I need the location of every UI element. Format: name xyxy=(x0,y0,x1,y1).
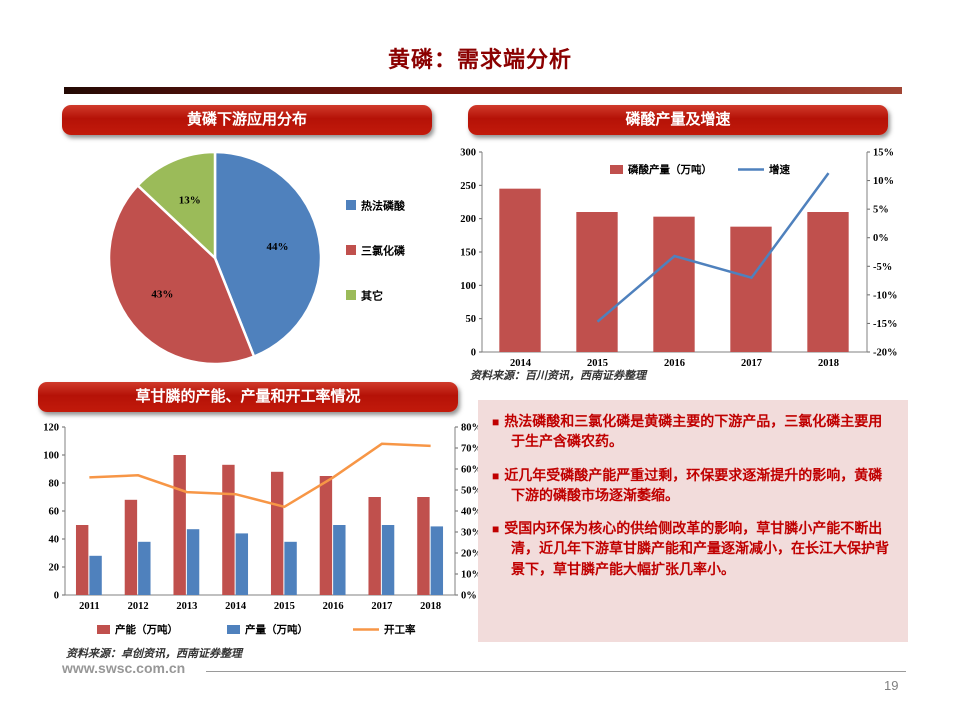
svg-text:-10%: -10% xyxy=(873,290,898,301)
bullet-icon: ■ xyxy=(492,522,500,537)
svg-text:2018: 2018 xyxy=(420,601,441,612)
svg-text:磷酸产量（万吨）: 磷酸产量（万吨） xyxy=(628,163,712,176)
source-note-acid: 资料来源：百川资讯，西南证券整理 xyxy=(470,370,646,382)
svg-text:2013: 2013 xyxy=(176,601,197,612)
svg-text:5%: 5% xyxy=(873,205,889,216)
bullet-icon: ■ xyxy=(492,415,500,429)
svg-text:200: 200 xyxy=(460,214,476,225)
svg-text:40%: 40% xyxy=(461,507,482,518)
note-text: 受国内环保为核心的供给侧改革的影响，草甘膦小产能不断出清，近几年下游草甘膦产能和… xyxy=(504,522,889,578)
svg-text:0%: 0% xyxy=(873,233,889,244)
svg-text:其它: 其它 xyxy=(361,289,383,303)
svg-text:2014: 2014 xyxy=(225,601,247,612)
svg-text:2018: 2018 xyxy=(818,358,839,369)
svg-text:50%: 50% xyxy=(461,486,482,497)
footer-url: www.swsc.com.cn xyxy=(62,660,186,676)
svg-text:2011: 2011 xyxy=(79,601,99,612)
title-divider xyxy=(64,87,902,94)
panel-header-pie: 黄磷下游应用分布 xyxy=(62,105,432,135)
footer-divider xyxy=(206,671,906,672)
source-note-glyphosate: 资料来源：卓创资讯，西南证券整理 xyxy=(66,648,242,660)
svg-text:-5%: -5% xyxy=(873,262,892,273)
page-number: 19 xyxy=(884,678,899,693)
svg-text:50: 50 xyxy=(466,314,477,325)
acid-output-growth-chart: 0 50 100 150 200 250 300 -20% -15% -10% -5% 0% 5% 10%… xyxy=(460,148,898,370)
svg-text:120: 120 xyxy=(43,423,59,434)
svg-text:开工率: 开工率 xyxy=(384,623,416,636)
svg-text:300: 300 xyxy=(460,148,476,159)
panel-header-acid: 磷酸产量及增速 xyxy=(468,105,888,135)
svg-text:2016: 2016 xyxy=(664,358,685,369)
svg-text:-15%: -15% xyxy=(873,319,898,330)
svg-text:44%: 44% xyxy=(266,241,288,253)
svg-text:0: 0 xyxy=(54,591,59,602)
svg-text:15%: 15% xyxy=(873,148,894,159)
svg-text:20: 20 xyxy=(49,563,60,574)
panel-header-pie-label: 黄磷下游应用分布 xyxy=(186,112,307,128)
svg-text:2016: 2016 xyxy=(323,601,344,612)
svg-text:100: 100 xyxy=(43,451,59,462)
analysis-notes-box: ■ 热法磷酸和三氯化磷是黄磷主要的下游产品，三氯化磷主要用于生产含磷农药。 ■ 近几… xyxy=(478,400,908,642)
svg-text:20%: 20% xyxy=(461,549,482,560)
glyphosate-capacity-chart: 0 20 40 60 80 100 120 0% 10% 20% 30% 40% 50% 60% 70% 80… xyxy=(43,423,482,637)
svg-text:150: 150 xyxy=(460,248,476,259)
svg-text:43%: 43% xyxy=(151,289,173,301)
svg-text:100: 100 xyxy=(460,281,476,292)
note-item: ■ 受国内环保为核心的供给侧改革的影响，草甘膦小产能不断出清，近几年下游草甘膦产能… xyxy=(492,520,896,581)
svg-text:2012: 2012 xyxy=(128,601,149,612)
panel-header-glyphosate: 草甘膦的产能、产量和开工率情况 xyxy=(38,382,458,412)
svg-text:三氯化磷: 三氯化磷 xyxy=(361,244,406,258)
svg-text:70%: 70% xyxy=(461,444,482,455)
page-title: 黄磷：需求端分析 xyxy=(387,47,572,72)
svg-text:增速: 增速 xyxy=(769,163,790,176)
svg-text:产能（万吨）: 产能（万吨） xyxy=(115,623,178,636)
svg-text:10%: 10% xyxy=(873,176,894,187)
bullet-icon: ■ xyxy=(492,468,500,483)
note-text: 热法磷酸和三氯化磷是黄磷主要的下游产品，三氯化磷主要用于生产含磷农药。 xyxy=(504,415,883,451)
svg-text:产量（万吨）: 产量（万吨） xyxy=(245,623,308,636)
note-item: ■ 热法磷酸和三氯化磷是黄磷主要的下游产品，三氯化磷主要用于生产含磷农药。 xyxy=(492,413,896,454)
svg-text:-20%: -20% xyxy=(873,348,898,359)
svg-text:80%: 80% xyxy=(461,423,482,434)
svg-text:2015: 2015 xyxy=(274,601,295,612)
panel-header-acid-label: 磷酸产量及增速 xyxy=(625,112,731,128)
svg-text:250: 250 xyxy=(460,181,476,192)
svg-text:2017: 2017 xyxy=(371,601,392,612)
svg-text:0%: 0% xyxy=(461,591,477,602)
svg-text:40: 40 xyxy=(49,535,60,546)
svg-text:2015: 2015 xyxy=(587,358,608,369)
note-item: ■ 近几年受磷酸产能严重过剩，环保要求逐渐提升的影响，黄磷下游的磷酸市场逐渐萎缩。 xyxy=(492,467,896,508)
svg-text:2017: 2017 xyxy=(741,358,762,369)
svg-text:10%: 10% xyxy=(461,570,482,581)
svg-text:60: 60 xyxy=(49,507,60,518)
svg-text:热法磷酸: 热法磷酸 xyxy=(361,199,406,213)
note-text: 近几年受磷酸产能严重过剩，环保要求逐渐提升的影响，黄磷下游的磷酸市场逐渐萎缩。 xyxy=(504,468,883,504)
svg-text:60%: 60% xyxy=(461,465,482,476)
svg-text:30%: 30% xyxy=(461,528,482,539)
panel-header-glyphosate-label: 草甘膦的产能、产量和开工率情况 xyxy=(135,389,361,405)
svg-text:13%: 13% xyxy=(179,195,201,207)
svg-text:0: 0 xyxy=(471,348,476,359)
svg-text:80: 80 xyxy=(49,479,60,490)
svg-text:2014: 2014 xyxy=(510,358,532,369)
